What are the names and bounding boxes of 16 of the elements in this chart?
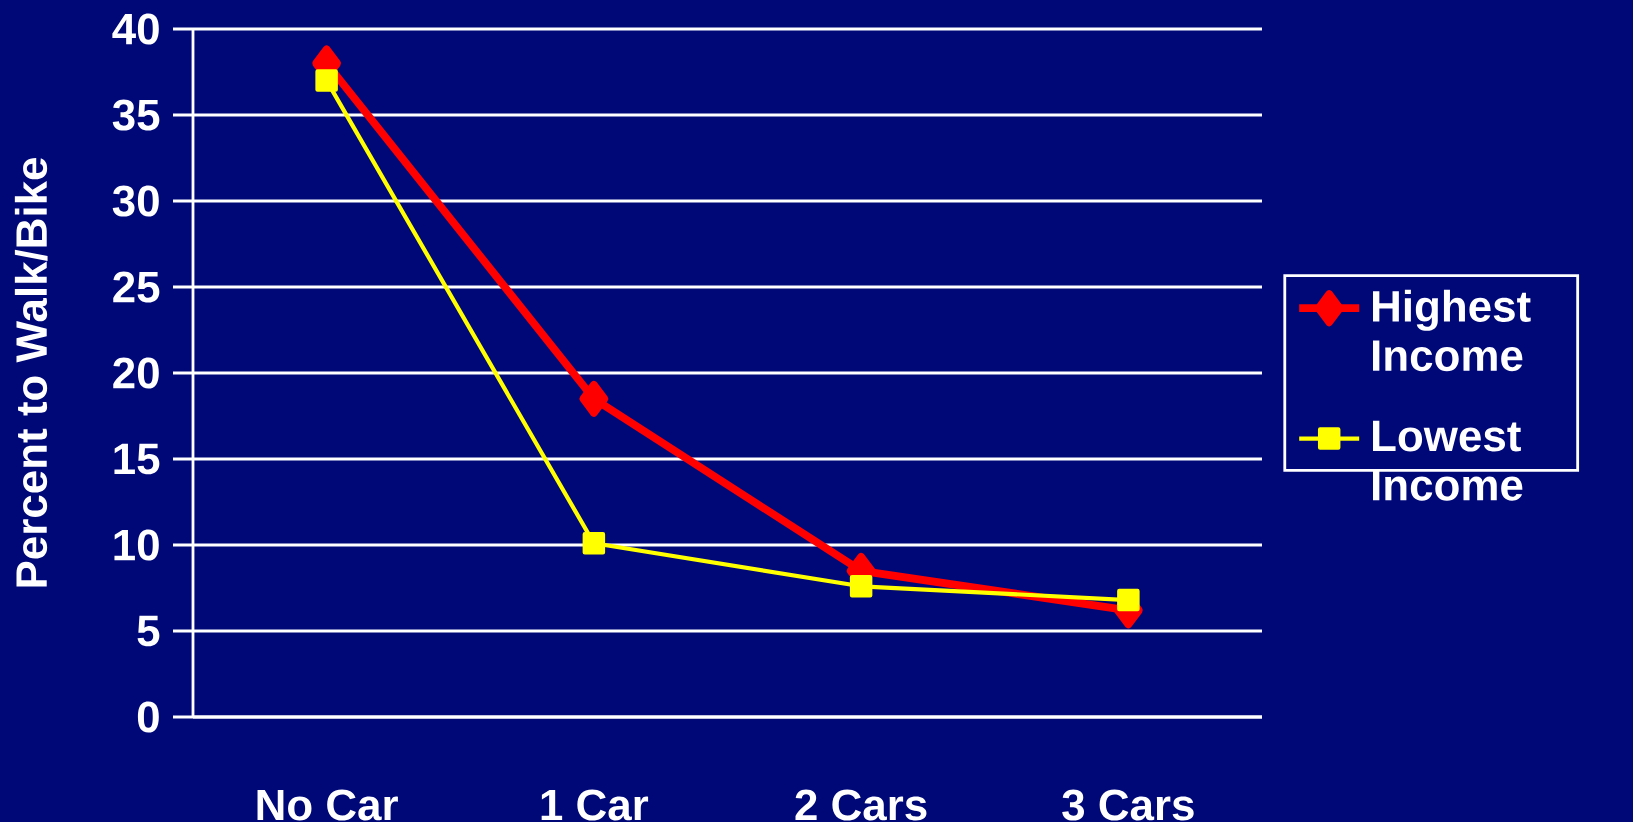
x-tick-label: 1 Car [541, 789, 649, 821]
x-tick-label: No Car [257, 789, 398, 821]
y-tick-label: 15 [114, 443, 160, 475]
y-tick-label: 30 [112, 185, 159, 217]
y-axis-title: Percent to Walk/Bike [14, 158, 48, 587]
y-tick-label: 40 [112, 13, 159, 45]
y-tick-label: 10 [114, 529, 159, 561]
legend-label: Highest Income [1373, 289, 1531, 372]
y-tick-label: 20 [113, 357, 159, 389]
legend-label: Lowest Income [1373, 420, 1523, 501]
x-tick-label: 3 Cars [1062, 789, 1194, 821]
y-tick-label: 0 [137, 701, 159, 733]
y-tick-label: 35 [112, 99, 160, 131]
y-tick-label: 5 [137, 615, 160, 647]
x-tick-label: 2 Cars [795, 789, 927, 821]
y-tick-label: 25 [113, 271, 160, 303]
